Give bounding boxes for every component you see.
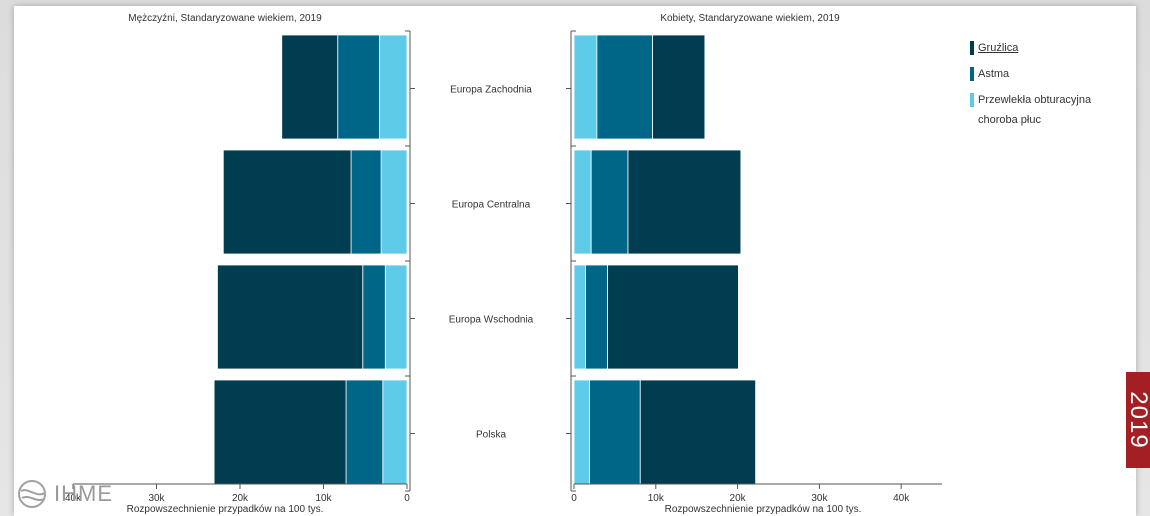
legend-item-gruzlica[interactable]: Gruźlica [970,38,1110,58]
legend-item-astma[interactable]: Astma [970,64,1110,84]
globe-icon [18,480,46,508]
bar-women-2-0 [573,264,586,370]
ihme-logo: IHME [16,478,113,510]
value-tick-label-women-2: 20k [730,493,747,504]
bar-men-0-1 [337,34,380,140]
value-tick-label-women-3: 30k [811,493,828,504]
bar-men-1-2 [222,149,352,255]
bar-men-2-0 [384,264,408,370]
bar-women-3-2 [639,379,756,485]
bar-women-2-2 [607,264,739,370]
bar-men-0-0 [379,34,408,140]
bar-women-0-1 [596,34,653,140]
bar-men-2-2 [217,264,364,370]
category-label-2: Europa Wschodnia [449,315,534,326]
category-label-1: Europa Centralna [452,200,531,211]
bar-men-3-1 [345,379,384,485]
bar-women-1-2 [627,149,742,255]
bar-men-3-0 [382,379,408,485]
panel-title-men: Mężczyźni, Standaryzowane wiekiem, 2019 [128,13,322,24]
category-label-0: Europa Zachodnia [450,85,532,96]
legend-swatch-astma [970,67,974,81]
legend-label-gruzlica[interactable]: Gruźlica [978,42,1019,54]
legend-swatch-pochp [970,93,974,107]
bar-men-1-1 [350,149,382,255]
bar-women-2-1 [585,264,608,370]
value-tick-label-men-2: 20k [232,493,249,504]
panel-title-women: Kobiety, Standaryzowane wiekiem, 2019 [660,13,840,24]
logo-text: IHME [54,481,113,506]
value-tick-label-women-0: 0 [571,493,577,504]
bar-women-1-0 [573,149,592,255]
bar-women-0-2 [652,34,706,140]
value-tick-label-men-0: 0 [404,493,410,504]
bar-women-1-1 [590,149,629,255]
bar-men-1-0 [380,149,408,255]
bar-women-3-0 [573,379,590,485]
axis-label-women: Rozpowszechnienie przypadków na 100 tys. [665,504,862,515]
value-tick-label-women-1: 10k [648,493,665,504]
value-tick-label-men-1: 10k [315,493,332,504]
bar-men-3-2 [213,379,347,485]
bar-women-3-1 [589,379,641,485]
year-badge-label: 2019 [1125,391,1150,449]
legend-swatch-gruzlica [970,41,974,55]
bar-men-2-1 [362,264,386,370]
chart-legend[interactable]: Gruźlica Astma Przewlekła obturacyjna ch… [970,38,1110,136]
value-tick-label-men-4: 40k [65,493,82,504]
legend-item-pochp[interactable]: Przewlekła obturacyjna choroba płuc [970,90,1110,130]
category-label-3: Polska [476,430,506,441]
bar-men-0-2 [281,34,339,140]
legend-label-astma[interactable]: Astma [978,68,1010,80]
legend-label-pochp[interactable]: Przewlekła obturacyjna choroba płuc [978,94,1092,126]
value-tick-label-men-3: 30k [148,493,165,504]
value-tick-label-women-4: 40k [893,493,910,504]
bar-women-0-0 [573,34,598,140]
axis-label-men: Rozpowszechnienie przypadków na 100 tys. [127,504,324,515]
year-badge: 2019 [1125,372,1150,468]
